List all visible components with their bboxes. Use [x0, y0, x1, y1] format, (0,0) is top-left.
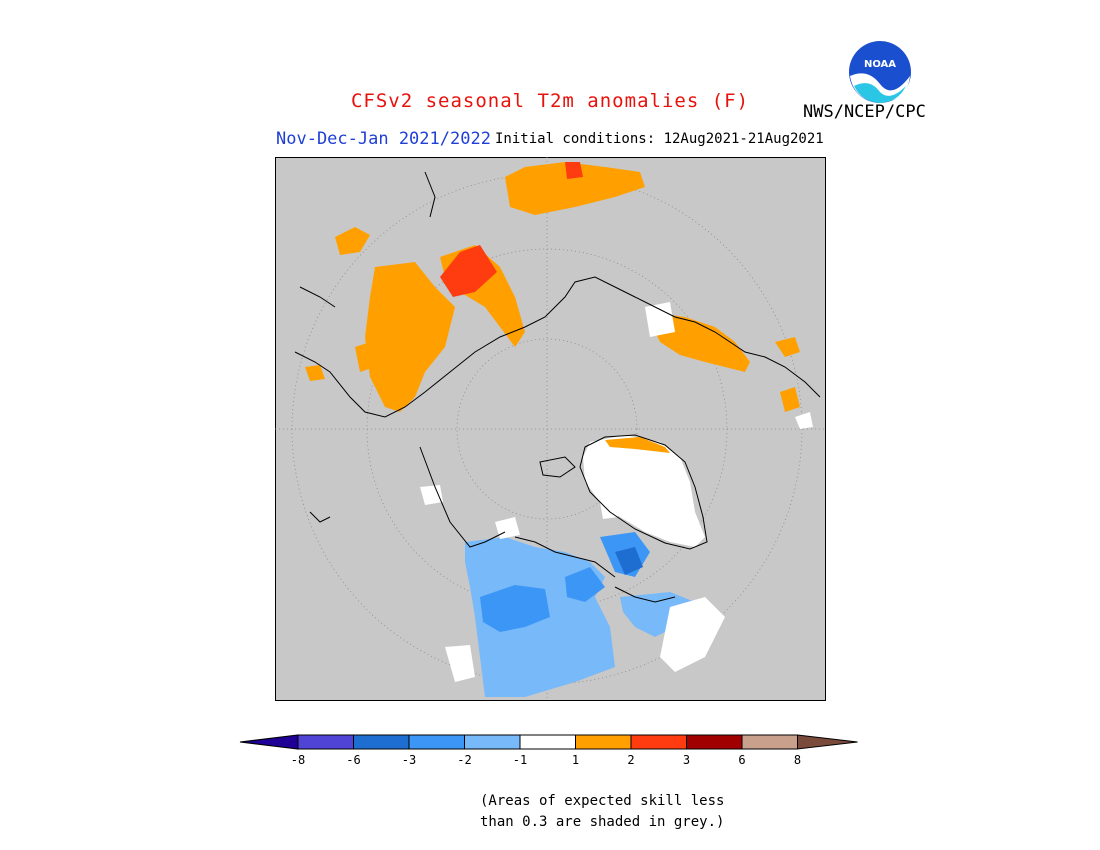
- legend-tick-label: 1: [572, 753, 579, 767]
- region-scandinavia-warm: [645, 302, 813, 429]
- legend-swatch: [464, 734, 521, 750]
- legend-swatch: [575, 734, 632, 750]
- legend-tick-label: 8: [794, 753, 801, 767]
- region-greenland-neutral: [583, 435, 705, 547]
- legend-swatch: [297, 734, 354, 750]
- legend-tick-label: 3: [683, 753, 690, 767]
- legend-tick-label: -2: [457, 753, 471, 767]
- skill-note-line1: (Areas of expected skill less: [480, 793, 725, 809]
- legend-swatch: [408, 734, 465, 750]
- skill-note: (Areas of expected skill less than 0.3 a…: [480, 791, 724, 833]
- logo-text: NOAA: [864, 59, 896, 70]
- color-legend: -8 -6 -3 -2 -1 1 2 3 6 8: [238, 730, 863, 774]
- legend-tick-label: -6: [346, 753, 360, 767]
- legend-swatch: [686, 734, 743, 750]
- initial-conditions-label: Initial conditions: 12Aug2021-21Aug2021: [495, 131, 824, 147]
- legend-swatch: [519, 734, 576, 750]
- chart-title: CFSv2 seasonal T2m anomalies (F): [350, 90, 750, 112]
- legend-tick-label: -3: [402, 753, 416, 767]
- legend-swatch: [741, 734, 798, 750]
- region-canada-cold: [420, 485, 725, 697]
- legend-tick-label: 6: [738, 753, 745, 767]
- season-label: Nov-Dec-Jan 2021/2022: [276, 129, 491, 149]
- polar-map: [274, 156, 827, 705]
- legend-tick-label: -8: [291, 753, 305, 767]
- legend-arrow-high: [797, 734, 858, 750]
- region-siberia-warm: [305, 162, 645, 412]
- legend-swatch: [630, 734, 687, 750]
- legend-tick-label: 2: [627, 753, 634, 767]
- legend-swatch: [353, 734, 410, 750]
- legend-tick-label: -1: [513, 753, 527, 767]
- agency-label: NWS/NCEP/CPC: [803, 102, 926, 122]
- legend-arrow-low: [239, 734, 299, 750]
- skill-note-line2: than 0.3 are shaded in grey.): [480, 814, 725, 830]
- noaa-logo: NOAA: [848, 40, 912, 108]
